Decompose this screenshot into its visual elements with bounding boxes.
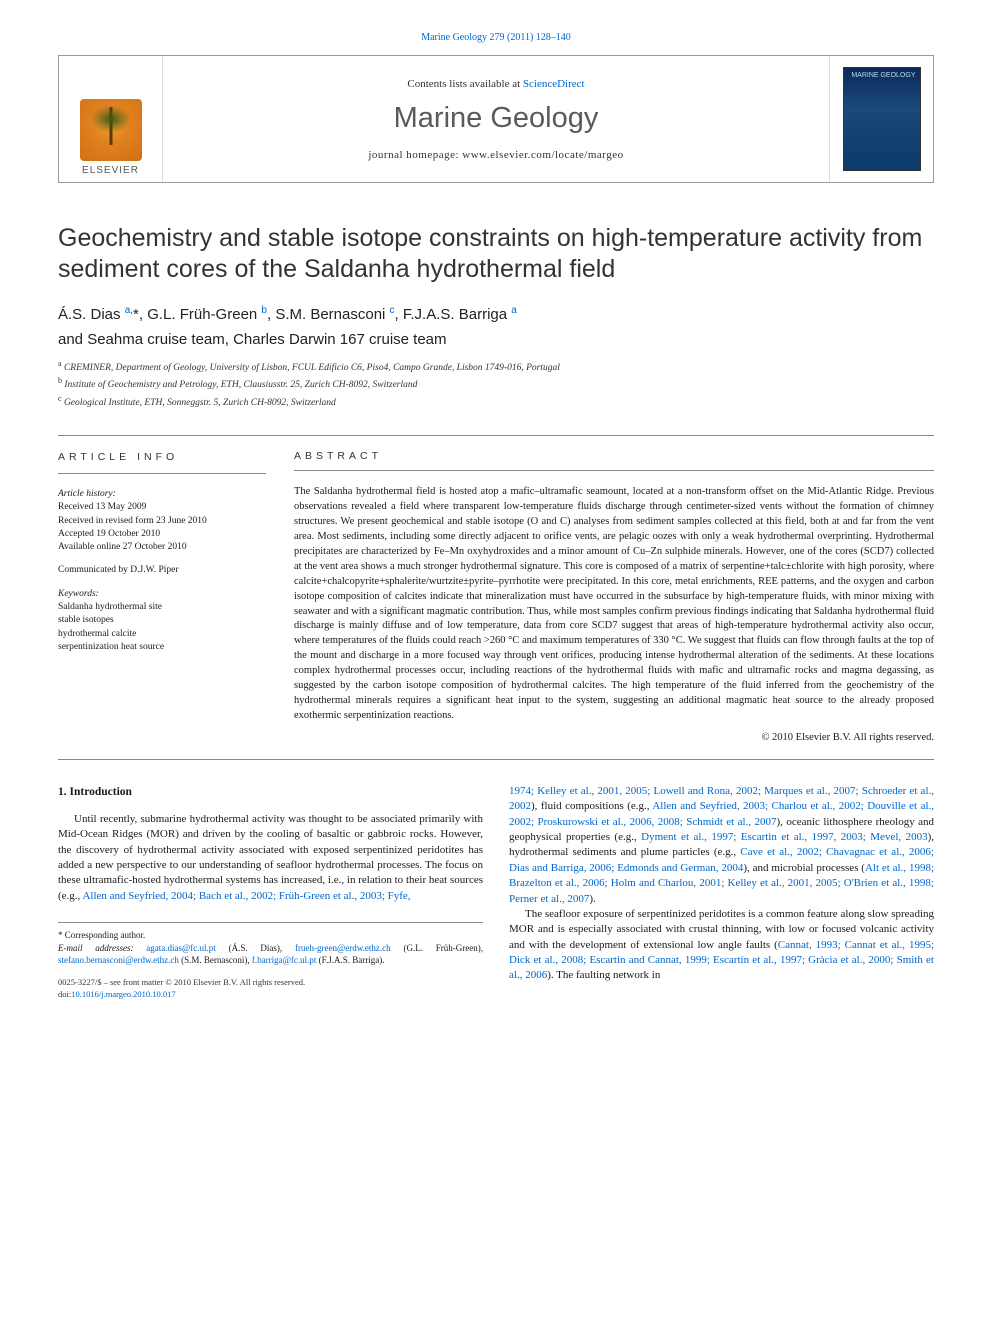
intro-continued: 1974; Kelley et al., 2001, 2005; Lowell … — [509, 784, 934, 907]
cruise-teams: and Seahma cruise team, Charles Darwin 1… — [58, 331, 934, 348]
affiliation: c Geological Institute, ETH, Sonneggstr.… — [58, 393, 934, 411]
header-center: Contents lists available at ScienceDirec… — [163, 56, 829, 182]
history-line: Accepted 19 October 2010 — [58, 528, 266, 541]
journal-header: ELSEVIER Contents lists available at Sci… — [58, 55, 934, 183]
history-label: Article history: — [58, 488, 266, 501]
journal-cover-icon: MARINE GEOLOGY — [843, 67, 921, 171]
affiliation: b Institute of Geochemistry and Petrolog… — [58, 375, 934, 393]
article-info-column: ARTICLE INFO Article history: Received 1… — [58, 450, 286, 743]
abstract-text: The Saldanha hydrothermal field is hoste… — [294, 485, 934, 724]
citation-link[interactable]: Dyment et al., 1997; Escartin et al., 19… — [641, 831, 927, 843]
article-history: Article history: Received 13 May 2009Rec… — [58, 488, 266, 554]
elsevier-tree-icon — [80, 99, 142, 161]
contents-text: Contents lists available at — [407, 78, 522, 90]
email-link[interactable]: frueh-green@erdw.ethz.ch — [295, 943, 391, 953]
history-line: Received 13 May 2009 — [58, 501, 266, 514]
footnotes: * Corresponding author. E-mail addresses… — [58, 922, 483, 967]
publisher-name: ELSEVIER — [82, 165, 139, 176]
citation-link[interactable]: Allen and Seyfried, 2004; Bach et al., 2… — [82, 890, 410, 902]
doi: doi:10.1016/j.margeo.2010.10.017 — [58, 989, 305, 1001]
body-text: ), fluid compositions (e.g., — [531, 800, 652, 812]
keyword: Saldanha hydrothermal site — [58, 601, 266, 614]
email-link[interactable]: f.barriga@fc.ul.pt — [252, 955, 317, 965]
abstract-copyright: © 2010 Elsevier B.V. All rights reserved… — [294, 732, 934, 743]
keywords-label: Keywords: — [58, 588, 266, 601]
footer: 0025-3227/$ – see front matter © 2010 El… — [58, 977, 483, 1001]
authors: Á.S. Dias a,*, G.L. Früh-Green b, S.M. B… — [58, 304, 934, 325]
section-heading: 1. Introduction — [58, 784, 483, 800]
keyword: serpentinization heat source — [58, 641, 266, 654]
body-text: ), and microbial processes ( — [743, 862, 865, 874]
publisher-logo-box: ELSEVIER — [59, 56, 163, 182]
sciencedirect-link[interactable]: ScienceDirect — [523, 78, 585, 90]
body-text: ). The faulting network in — [547, 969, 660, 981]
abstract-heading: ABSTRACT — [294, 450, 934, 471]
top-citation[interactable]: Marine Geology 279 (2011) 128–140 — [58, 32, 934, 43]
keyword: hydrothermal calcite — [58, 628, 266, 641]
body-text: ). — [589, 893, 595, 905]
left-column: 1. Introduction Until recently, submarin… — [58, 784, 483, 1001]
keywords-block: Keywords: Saldanha hydrothermal sitestab… — [58, 588, 266, 654]
affiliations: a CREMINER, Department of Geology, Unive… — [58, 358, 934, 412]
journal-name: Marine Geology — [394, 102, 599, 135]
journal-homepage: journal homepage: www.elsevier.com/locat… — [368, 149, 623, 161]
email-link[interactable]: stefano.bernasconi@erdw.ethz.ch — [58, 955, 179, 965]
body-columns: 1. Introduction Until recently, submarin… — [58, 784, 934, 1001]
communicated-by: Communicated by D.J.W. Piper — [58, 564, 266, 577]
article-title: Geochemistry and stable isotope constrai… — [58, 223, 934, 286]
front-matter: 0025-3227/$ – see front matter © 2010 El… — [58, 977, 305, 989]
history-line: Received in revised form 23 June 2010 — [58, 515, 266, 528]
email-addresses: E-mail addresses: agata.dias@fc.ul.pt (Á… — [58, 942, 483, 967]
elsevier-logo: ELSEVIER — [80, 99, 142, 176]
history-line: Available online 27 October 2010 — [58, 541, 266, 554]
right-column: 1974; Kelley et al., 2001, 2005; Lowell … — [509, 784, 934, 1001]
abstract-column: ABSTRACT The Saldanha hydrothermal field… — [286, 450, 934, 743]
article-info-heading: ARTICLE INFO — [58, 450, 266, 474]
contents-line: Contents lists available at ScienceDirec… — [407, 78, 584, 90]
intro-para-2: The seafloor exposure of serpentinized p… — [509, 907, 934, 984]
intro-text: Until recently, submarine hydrothermal a… — [58, 813, 483, 902]
corresponding-author: * Corresponding author. — [58, 929, 483, 942]
cover-box: MARINE GEOLOGY — [829, 56, 933, 182]
doi-link[interactable]: 10.1016/j.margeo.2010.10.017 — [71, 989, 175, 999]
intro-paragraph: Until recently, submarine hydrothermal a… — [58, 812, 483, 904]
email-link[interactable]: agata.dias@fc.ul.pt — [146, 943, 216, 953]
keyword: stable isotopes — [58, 614, 266, 627]
affiliation: a CREMINER, Department of Geology, Unive… — [58, 358, 934, 376]
cover-label: MARINE GEOLOGY — [851, 72, 915, 80]
